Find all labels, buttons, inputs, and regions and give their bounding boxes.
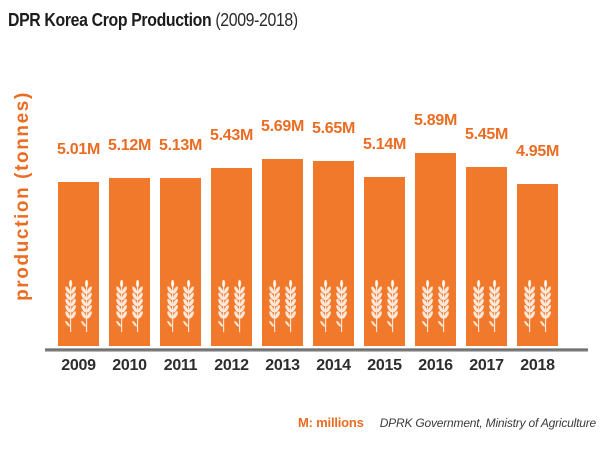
wheat-icon [217, 279, 246, 333]
year-label-2014: 2014 [316, 357, 351, 374]
page-title: DPR Korea Crop Production (2009-2018) [8, 10, 298, 31]
wheat-icon [319, 279, 348, 333]
bar-value-label: 5.89M [414, 112, 457, 129]
bar-value-label: 4.95M [516, 143, 559, 160]
bar-value-label: 5.65M [312, 120, 355, 137]
wheat-icon [166, 279, 195, 333]
x-axis-line [45, 348, 588, 352]
wheat-icon [523, 279, 552, 333]
bar-2012 [211, 168, 252, 346]
bar-value-label: 5.01M [57, 141, 100, 158]
bar-2017 [466, 167, 507, 346]
year-label-2016: 2016 [418, 357, 453, 374]
bar-2011 [160, 178, 201, 346]
bar-value-label: 5.45M [465, 126, 508, 143]
wheat-icon [268, 279, 297, 333]
bar-2009 [58, 182, 99, 346]
bar-2013 [262, 159, 303, 346]
bar-value-label: 5.69M [261, 118, 304, 135]
wheat-icon [64, 279, 93, 333]
year-label-2011: 2011 [163, 357, 198, 374]
year-label-2013: 2013 [265, 357, 300, 374]
year-label-2015: 2015 [367, 357, 402, 374]
bar-value-label: 5.43M [210, 127, 253, 144]
bar-2018 [517, 184, 558, 346]
title-main: DPR Korea Crop Production [8, 10, 212, 30]
footer: M: millions DPRK Government, Ministry of… [298, 415, 596, 430]
year-label-2009: 2009 [61, 357, 96, 374]
wheat-icon [115, 279, 144, 333]
title-period: (2009-2018) [215, 10, 298, 30]
bar-2010 [109, 178, 150, 346]
year-label-2012: 2012 [214, 357, 249, 374]
bar-value-label: 5.14M [363, 136, 406, 153]
year-label-2018: 2018 [520, 357, 555, 374]
wheat-icon [421, 279, 450, 333]
bar-2014 [313, 161, 354, 346]
bar-2016 [415, 153, 456, 346]
year-label-2017: 2017 [469, 357, 504, 374]
unit-note: M: millions [298, 415, 364, 430]
bar-2015 [364, 177, 405, 346]
source-credit: DPRK Government, Ministry of Agriculture [379, 416, 596, 430]
bar-value-label: 5.12M [108, 137, 151, 154]
bar-value-label: 5.13M [159, 137, 202, 154]
wheat-icon [370, 279, 399, 333]
year-label-2010: 2010 [112, 357, 147, 374]
wheat-icon [472, 279, 501, 333]
